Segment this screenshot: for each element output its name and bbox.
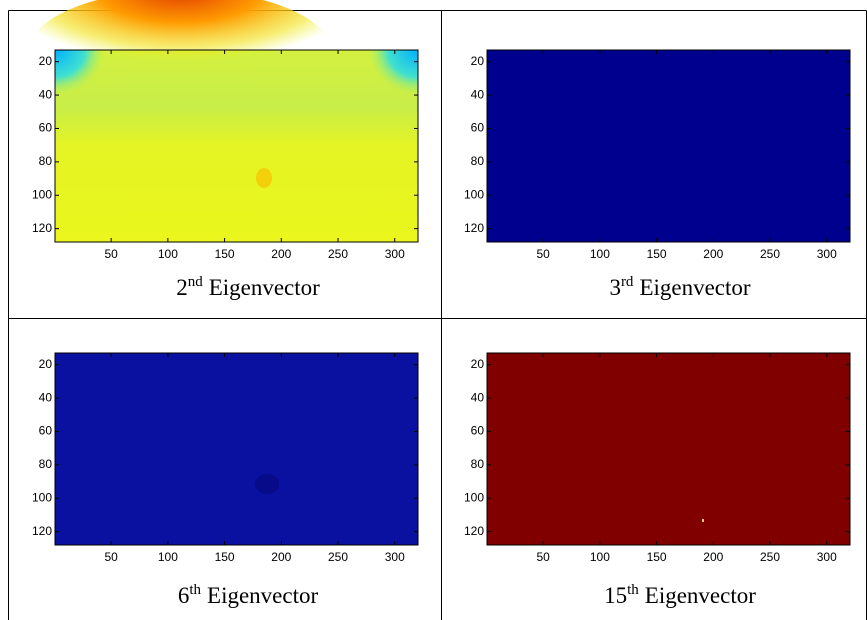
caption: 2nd Eigenvector <box>176 274 320 300</box>
x-tick-label: 200 <box>271 247 291 261</box>
x-tick-label: 300 <box>385 247 405 261</box>
y-tick-label: 100 <box>32 490 52 504</box>
x-tick-label: 100 <box>158 247 178 261</box>
x-tick-label: 50 <box>104 247 118 261</box>
caption-number: 2 <box>176 275 188 300</box>
y-tick-label: 80 <box>471 457 485 471</box>
x-tick-label: 100 <box>590 550 610 564</box>
x-tick-label: 100 <box>158 550 178 564</box>
y-tick-label: 120 <box>32 524 52 538</box>
x-tick-label: 150 <box>215 247 235 261</box>
axes-frame <box>486 352 851 546</box>
x-tick-label: 250 <box>760 247 780 261</box>
x-tick-label: 50 <box>536 247 550 261</box>
image-region <box>55 50 105 95</box>
x-tick-label: 300 <box>385 550 405 564</box>
y-tick-label: 80 <box>39 154 53 168</box>
x-tick-label: 150 <box>647 247 667 261</box>
caption-text: Eigenvector <box>207 583 318 608</box>
x-tick-label: 150 <box>647 550 667 564</box>
y-tick-label: 40 <box>471 390 485 404</box>
caption-text: Eigenvector <box>639 275 750 300</box>
y-tick-label: 40 <box>39 390 53 404</box>
image-region <box>255 474 279 494</box>
x-tick-label: 300 <box>817 247 837 261</box>
caption-text: Eigenvector <box>209 275 320 300</box>
y-tick-label: 20 <box>39 357 53 371</box>
image-region <box>702 519 704 522</box>
image-3rd <box>487 50 850 242</box>
y-tick-label: 100 <box>32 187 52 201</box>
image-6th <box>55 353 418 545</box>
axes-frame <box>486 49 851 243</box>
y-tick-label: 80 <box>471 154 485 168</box>
x-tick-label: 300 <box>817 550 837 564</box>
x-tick-label: 200 <box>703 550 723 564</box>
axes-frame <box>54 352 419 546</box>
x-tick-label: 250 <box>328 550 348 564</box>
caption-superscript: th <box>189 582 201 598</box>
y-tick-label: 100 <box>464 490 484 504</box>
image-region <box>256 168 272 188</box>
y-tick-label: 60 <box>39 121 53 135</box>
y-tick-label: 20 <box>471 357 485 371</box>
caption-number: 6 <box>178 583 190 608</box>
x-tick-label: 200 <box>271 550 291 564</box>
image-base <box>487 353 850 545</box>
caption-number: 3 <box>609 275 621 300</box>
y-tick-label: 60 <box>39 424 53 438</box>
image-region <box>30 0 330 110</box>
y-tick-label: 120 <box>32 221 52 235</box>
caption-number: 15 <box>604 583 627 608</box>
x-tick-label: 200 <box>703 247 723 261</box>
image-region <box>368 50 418 95</box>
x-tick-label: 150 <box>215 550 235 564</box>
caption-text: Eigenvector <box>645 583 756 608</box>
x-tick-label: 50 <box>536 550 550 564</box>
x-tick-label: 100 <box>590 247 610 261</box>
x-tick-label: 250 <box>760 550 780 564</box>
axes-frame <box>54 49 419 243</box>
caption: 3rd Eigenvector <box>609 274 750 300</box>
y-tick-label: 120 <box>464 524 484 538</box>
caption-superscript: rd <box>621 274 634 290</box>
image-2nd <box>30 0 418 242</box>
y-tick-label: 40 <box>39 87 53 101</box>
y-tick-label: 20 <box>39 54 53 68</box>
y-tick-label: 60 <box>471 121 485 135</box>
image-base <box>55 353 418 545</box>
y-tick-label: 20 <box>471 54 485 68</box>
x-tick-label: 250 <box>328 247 348 261</box>
y-tick-label: 60 <box>471 424 485 438</box>
x-tick-label: 50 <box>104 550 118 564</box>
caption-superscript: th <box>627 582 639 598</box>
y-tick-label: 100 <box>464 187 484 201</box>
y-tick-label: 40 <box>471 87 485 101</box>
caption-superscript: nd <box>188 274 204 290</box>
y-tick-label: 120 <box>464 221 484 235</box>
caption: 15th Eigenvector <box>604 582 756 608</box>
image-15th <box>487 353 850 545</box>
caption: 6th Eigenvector <box>178 582 319 608</box>
y-tick-label: 80 <box>39 457 53 471</box>
